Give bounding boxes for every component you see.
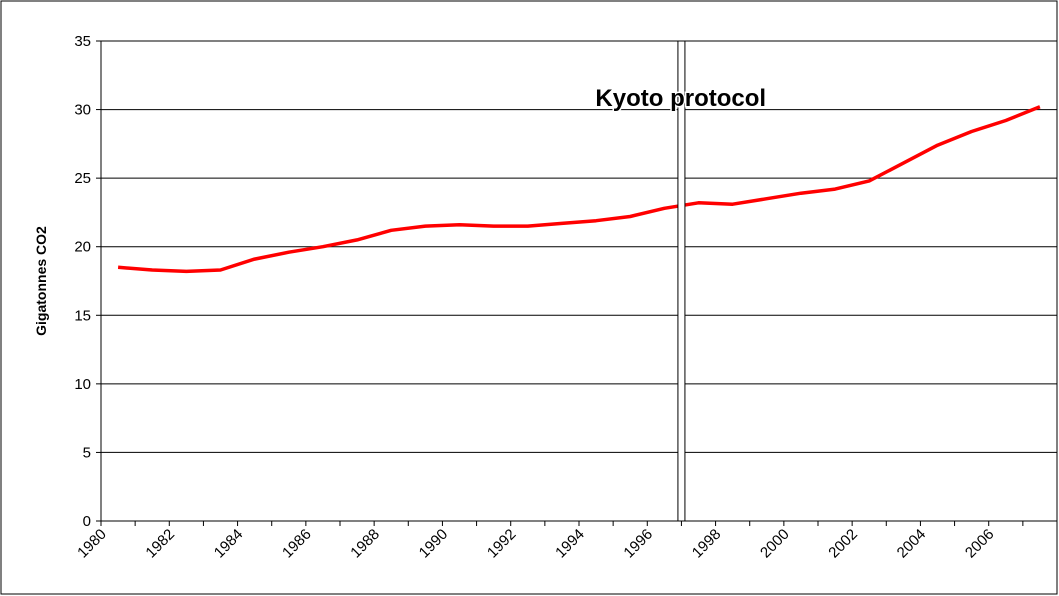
y-axis-label: Gigatonnes CO2	[33, 226, 49, 336]
y-tick-label: 0	[83, 513, 91, 530]
y-tick-label: 25	[74, 170, 91, 187]
y-tick-label: 20	[74, 239, 91, 256]
y-tick-label: 5	[83, 444, 91, 461]
annotation-text: Kyoto protocol	[595, 85, 766, 112]
annotation-marker	[677, 40, 686, 522]
y-tick-label: 35	[74, 33, 91, 50]
y-tick-label: 15	[74, 307, 91, 324]
y-tick-label: 10	[74, 376, 91, 393]
y-tick-label: 30	[74, 102, 91, 119]
data-line	[117, 105, 1041, 274]
